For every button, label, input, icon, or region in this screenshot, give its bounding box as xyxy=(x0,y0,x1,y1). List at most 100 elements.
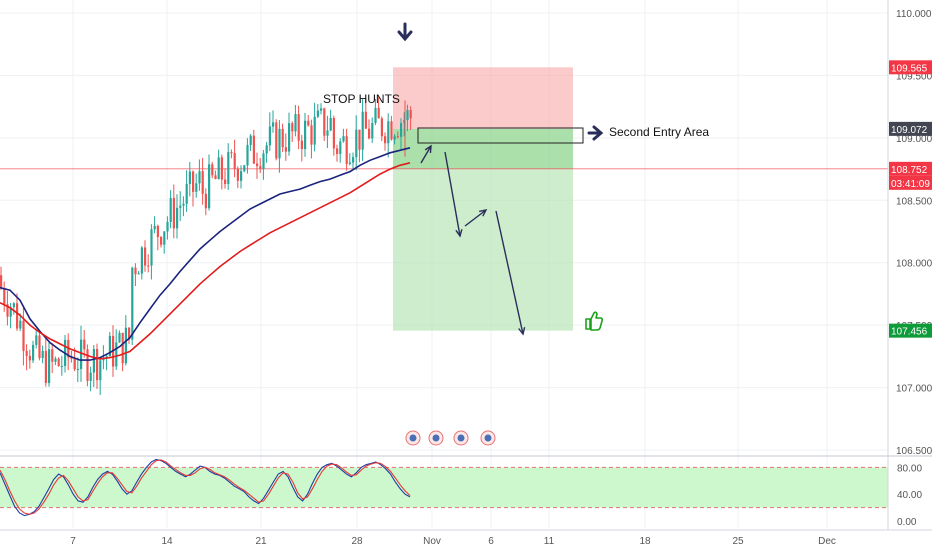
candle-body xyxy=(12,303,15,308)
candle-body xyxy=(342,136,345,142)
candle-body xyxy=(150,229,153,266)
candle-body xyxy=(19,320,22,329)
candle-body xyxy=(147,265,150,267)
candle-body xyxy=(76,368,79,370)
x-tick-label: Nov xyxy=(423,536,441,547)
candle-body xyxy=(233,153,236,169)
candle-body xyxy=(99,360,102,381)
candle-body xyxy=(256,163,259,167)
candle-body xyxy=(35,335,38,345)
candle-body xyxy=(249,135,252,145)
candle-body xyxy=(329,117,332,131)
candle-body xyxy=(307,120,310,126)
osc-y-tick-label: 0.00 xyxy=(897,517,917,528)
candle-body xyxy=(345,136,348,164)
path-arrow-3 xyxy=(464,209,487,227)
candle-body xyxy=(32,344,35,361)
candle-body xyxy=(224,179,227,184)
osc-y-tick-label: 40.00 xyxy=(897,490,922,501)
y-tick-label: 107.000 xyxy=(896,384,932,395)
candle-body xyxy=(134,267,137,275)
y-tick-label: 106.500 xyxy=(896,446,932,457)
candle-body xyxy=(102,358,105,361)
candle-body xyxy=(51,349,54,362)
path-arrow-4 xyxy=(495,210,524,335)
candle-body xyxy=(128,327,131,340)
candle-body xyxy=(326,130,329,136)
candle-body xyxy=(332,117,335,149)
oscillator-band xyxy=(0,467,888,508)
candle-body xyxy=(73,358,76,370)
candle-body xyxy=(28,355,31,361)
candle-body xyxy=(124,327,127,364)
candle-body xyxy=(246,144,249,166)
candle-body xyxy=(374,107,377,123)
candle-body xyxy=(300,140,303,150)
candle-body xyxy=(92,349,95,373)
candle-body xyxy=(396,136,399,138)
down-arrow-icon xyxy=(397,22,413,42)
candle-body xyxy=(195,183,198,192)
candle-body xyxy=(140,247,143,274)
x-tick-label: 7 xyxy=(70,536,76,547)
path-arrow-3-head xyxy=(479,209,488,217)
candle-body xyxy=(118,332,121,343)
candle-body xyxy=(217,157,220,180)
annotation-stop-hunts: STOP HUNTS xyxy=(323,92,400,106)
x-tick-label: 21 xyxy=(255,536,267,547)
candle-body xyxy=(70,357,73,359)
thumbs-up-icon xyxy=(585,311,604,331)
path-arrow-2 xyxy=(444,151,461,237)
price-badge-label: 108.752 xyxy=(891,165,928,176)
candle-body xyxy=(304,120,307,150)
candle-body xyxy=(48,349,51,384)
candle-body xyxy=(6,304,9,317)
candle-body xyxy=(361,111,364,150)
candle-body xyxy=(284,147,287,152)
candle-body xyxy=(348,162,351,164)
candles xyxy=(0,97,412,395)
candle-body xyxy=(220,157,223,180)
candle-body xyxy=(204,193,207,209)
x-tick-label: Dec xyxy=(818,536,836,547)
candle-body xyxy=(176,207,179,229)
candle-body xyxy=(185,183,188,204)
candle-body xyxy=(316,110,319,117)
candle-body xyxy=(163,231,166,245)
candle-body xyxy=(294,114,297,132)
candle-body xyxy=(259,166,262,169)
x-tick-label: 28 xyxy=(351,536,363,547)
candle-body xyxy=(323,108,326,136)
candle-body xyxy=(60,365,63,367)
candle-body xyxy=(320,108,323,111)
candle-body xyxy=(201,171,204,194)
take-profit-zone xyxy=(393,168,573,331)
price-badge-label: 109.565 xyxy=(891,63,928,74)
candle-body xyxy=(288,123,291,152)
candle-body xyxy=(393,136,396,140)
candle-body xyxy=(172,197,175,229)
event-flag-icon-center xyxy=(432,434,440,442)
candle-body xyxy=(364,111,367,129)
price-badge xyxy=(889,121,932,136)
osc-y-tick-label: 80.00 xyxy=(897,463,922,474)
annotations: STOP HUNTS Second Entry Area xyxy=(323,22,709,446)
candle-body xyxy=(169,197,172,222)
candle-body xyxy=(384,136,387,144)
y-tick-label: 108.000 xyxy=(896,259,932,270)
candle-body xyxy=(281,128,284,148)
candle-body xyxy=(230,152,233,154)
candle-body xyxy=(83,339,86,350)
candle-body xyxy=(86,349,89,381)
candle-body xyxy=(409,110,412,119)
y-tick-label: 108.500 xyxy=(896,196,932,207)
candle-body xyxy=(179,205,182,208)
path-arrow-4-head xyxy=(518,327,526,336)
candle-body xyxy=(272,122,275,127)
y-tick-label: 109.000 xyxy=(896,134,932,145)
candle-body xyxy=(339,141,342,154)
candle-body xyxy=(240,171,243,181)
candle-body xyxy=(3,288,6,305)
candle-body xyxy=(252,135,255,164)
entry-zone xyxy=(393,128,573,169)
